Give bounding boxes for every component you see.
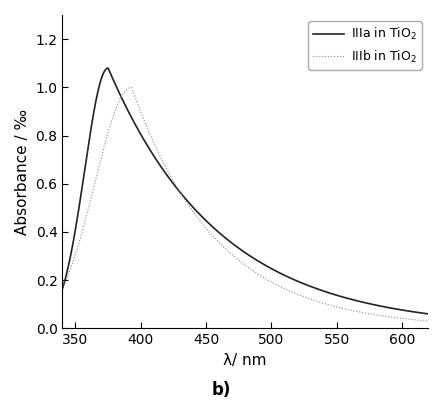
IIIa in TiO$_2$: [98, 79, 103, 84]
IIIb in TiO$_2$: [432, 319, 437, 324]
IIIa in TiO$_2$: [60, 287, 65, 291]
Line: IIIb in TiO$_2$: IIIb in TiO$_2$: [62, 87, 435, 322]
IIIa in TiO$_2$: [316, 287, 321, 292]
IIIb in TiO$_2$: [316, 299, 321, 304]
IIIb in TiO$_2$: [357, 310, 362, 314]
IIIa in TiO$_2$: [105, 66, 110, 71]
Legend: IIIa in TiO$_2$, IIIb in TiO$_2$: IIIa in TiO$_2$, IIIb in TiO$_2$: [308, 21, 422, 70]
IIIb in TiO$_2$: [98, 158, 103, 163]
IIIb in TiO$_2$: [210, 234, 216, 239]
Text: b): b): [212, 381, 231, 399]
X-axis label: λ/ nm: λ/ nm: [223, 353, 267, 368]
IIIa in TiO$_2$: [350, 297, 356, 302]
Y-axis label: Absorbance / ‰: Absorbance / ‰: [15, 109, 30, 235]
IIIa in TiO$_2$: [210, 225, 216, 230]
IIIa in TiO$_2$: [224, 237, 229, 241]
IIIa in TiO$_2$: [432, 312, 437, 317]
IIIb in TiO$_2$: [350, 308, 356, 313]
IIIb in TiO$_2$: [128, 85, 134, 90]
IIIa in TiO$_2$: [357, 299, 362, 304]
IIIb in TiO$_2$: [60, 286, 65, 291]
Line: IIIa in TiO$_2$: IIIa in TiO$_2$: [62, 68, 435, 315]
IIIb in TiO$_2$: [224, 247, 229, 252]
